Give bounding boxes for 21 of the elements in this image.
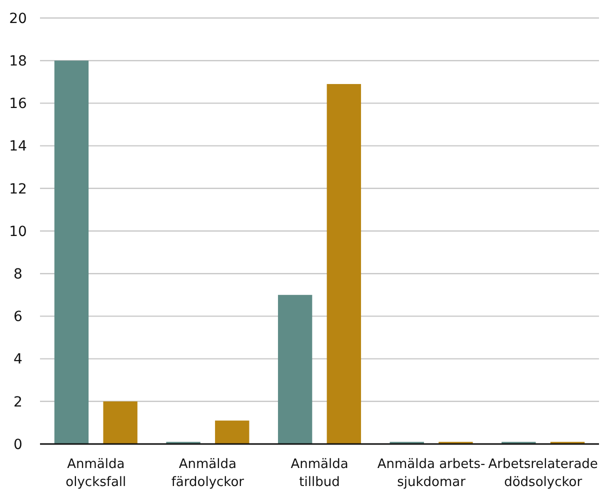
y-tick-label: 0 (14, 436, 22, 453)
y-tick-label: 20 (9, 10, 27, 27)
y-tick-label: 16 (9, 96, 27, 112)
x-tick-label: Anmälda olycksfall (66, 457, 126, 490)
y-tick-label: 4 (14, 352, 23, 368)
bar (215, 420, 250, 444)
bar (326, 84, 362, 444)
x-tick-label: Anmälda arbets-sjukdomar (377, 457, 486, 490)
y-tick-label: 18 (9, 54, 27, 70)
bar (54, 60, 89, 444)
y-tick-label: 14 (9, 138, 27, 155)
y-tick-label: 10 (9, 224, 27, 240)
y-tick-label: 6 (14, 309, 23, 326)
bar (103, 401, 138, 444)
x-tick-label: Anmälda tillbud (290, 457, 348, 490)
bar (278, 294, 312, 444)
y-tick-label: 8 (14, 266, 22, 282)
x-tick-label: Arbetsrelaterade dödsolyckor (488, 457, 598, 490)
x-tick-label: Anmälda färdolyckor (171, 457, 245, 490)
y-tick-label: 12 (9, 181, 27, 198)
y-tick-label: 2 (14, 394, 22, 410)
